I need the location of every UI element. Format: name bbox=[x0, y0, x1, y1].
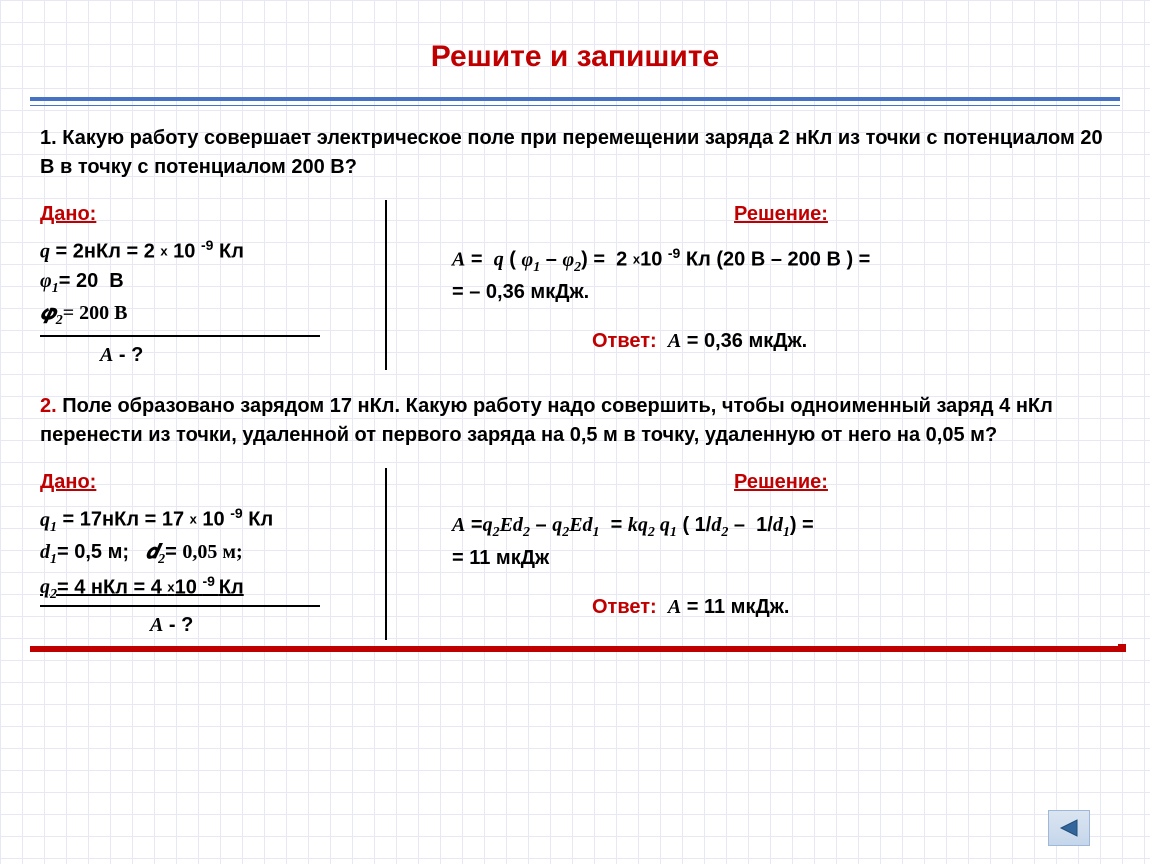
nav-prev-button[interactable] bbox=[1048, 810, 1090, 846]
answer-1: Ответ: А = 0,36 мкДж. bbox=[452, 327, 1110, 356]
title-divider bbox=[30, 97, 1120, 106]
given-hline-2 bbox=[40, 605, 320, 607]
given-phi2: 𝝋2= 200 В bbox=[40, 299, 370, 331]
problem-2-statement: Поле образовано зарядом 17 нКл. Какую ра… bbox=[40, 395, 1053, 446]
given-phi1: φ1= 20 В bbox=[40, 267, 370, 299]
problem-2-body: Дано: q1 = 17нКл = 17 x 10 -9 Кл d1= 0,5… bbox=[40, 468, 1110, 640]
bottom-rule bbox=[30, 646, 1120, 652]
given-q2: q2= 4 нКл = 4 x10 -9 Кл bbox=[40, 571, 370, 606]
problem-2-number: 2. bbox=[40, 395, 57, 417]
answer-2: Ответ: А = 11 мкДж. bbox=[452, 593, 1110, 622]
answer-label-1: Ответ: bbox=[592, 330, 657, 352]
page-title: Решите и запишите bbox=[0, 0, 1150, 89]
given-hline bbox=[40, 335, 320, 337]
given-q: q = 2нКл = 2 x 10 -9 Кл bbox=[40, 235, 370, 267]
separator-1 bbox=[385, 200, 387, 370]
separator-2 bbox=[385, 468, 387, 640]
problem-1-text: 1. Какую работу совершает электрическое … bbox=[40, 124, 1110, 182]
given-q1: q1 = 17нКл = 17 x 10 -9 Кл bbox=[40, 503, 370, 538]
problem-1-given: Дано: q = 2нКл = 2 x 10 -9 Кл φ1= 20 В 𝝋… bbox=[40, 200, 370, 370]
problem-2-text: 2. Поле образовано зарядом 17 нКл. Какую… bbox=[40, 392, 1110, 450]
solution-label-1: Решение: bbox=[452, 200, 1110, 229]
problem-1-number: 1. bbox=[40, 127, 57, 149]
given-label: Дано: bbox=[40, 200, 370, 229]
solution-1-line2: = – 0,36 мкДж. bbox=[452, 278, 1110, 307]
given-label-2: Дано: bbox=[40, 468, 370, 497]
content-area: 1. Какую работу совершает электрическое … bbox=[0, 124, 1150, 640]
given-d: d1= 0,5 м; 𝒅2= 0,05 м; bbox=[40, 538, 370, 570]
solution-2-line1: А =q2Еd2 – q2Еd1 = kq2 q1 ( 1/d2 – 1/d1)… bbox=[452, 511, 1110, 543]
problem-1-solution: Решение: А = q ( φ1 – φ2) = 2 x10 -9 Кл … bbox=[402, 200, 1110, 370]
find-1: А - ? bbox=[40, 339, 370, 370]
problem-2-given: Дано: q1 = 17нКл = 17 x 10 -9 Кл d1= 0,5… bbox=[40, 468, 370, 640]
answer-label-2: Ответ: bbox=[592, 596, 657, 618]
solution-label-2: Решение: bbox=[452, 468, 1110, 497]
solution-2-line2: = 11 мкДж bbox=[452, 544, 1110, 573]
problem-2-solution: Решение: А =q2Еd2 – q2Еd1 = kq2 q1 ( 1/d… bbox=[402, 468, 1110, 640]
solution-1-line1: А = q ( φ1 – φ2) = 2 x10 -9 Кл (20 В – 2… bbox=[452, 243, 1110, 278]
answer-2-value: А = 11 мкДж. bbox=[668, 596, 790, 618]
problem-1-body: Дано: q = 2нКл = 2 x 10 -9 Кл φ1= 20 В 𝝋… bbox=[40, 200, 1110, 370]
answer-1-value: А = 0,36 мкДж. bbox=[668, 330, 807, 352]
find-2: А - ? bbox=[40, 609, 370, 640]
triangle-left-icon bbox=[1057, 818, 1081, 838]
problem-1-statement: Какую работу совершает электрическое пол… bbox=[40, 127, 1103, 178]
